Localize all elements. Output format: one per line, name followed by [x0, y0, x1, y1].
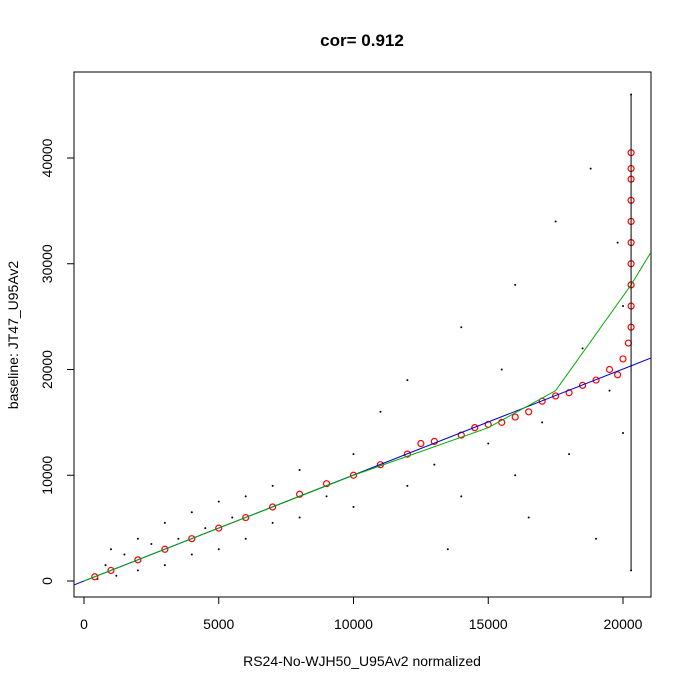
point — [578, 381, 587, 389]
point — [433, 463, 436, 466]
point — [188, 535, 196, 543]
point — [242, 513, 250, 522]
point — [190, 511, 193, 514]
point — [271, 484, 274, 487]
point — [134, 556, 142, 564]
point — [150, 542, 153, 545]
point — [269, 503, 277, 511]
point — [417, 439, 425, 448]
point — [217, 500, 220, 503]
point — [177, 537, 180, 540]
point — [352, 505, 355, 508]
point — [352, 453, 355, 456]
point — [217, 548, 220, 551]
point — [581, 347, 584, 350]
point — [541, 421, 544, 424]
point — [457, 431, 465, 439]
point — [471, 424, 479, 432]
point — [446, 548, 449, 551]
point — [500, 368, 503, 371]
y-tick-label: 0 — [39, 577, 55, 585]
point — [430, 437, 438, 446]
point — [163, 521, 166, 524]
point — [298, 516, 301, 519]
chart-title: cor= 0.912 — [320, 31, 404, 50]
y-tick-label: 40000 — [39, 138, 55, 177]
point — [215, 524, 223, 532]
point — [104, 564, 107, 567]
point — [614, 371, 622, 379]
x-axis-label: RS24-No-WJH50_U95Av2 normalized — [243, 653, 481, 669]
plot-area — [74, 93, 651, 586]
point — [552, 392, 560, 400]
point — [624, 339, 632, 347]
point — [616, 241, 619, 244]
point — [244, 537, 247, 540]
plot-frame — [73, 71, 652, 598]
point — [460, 495, 463, 498]
point — [527, 516, 530, 519]
point — [115, 574, 118, 577]
point — [406, 379, 409, 382]
point — [107, 566, 115, 575]
y-tick-label: 30000 — [39, 244, 55, 283]
point — [619, 355, 627, 363]
point — [123, 553, 126, 556]
x-tick-label: 15000 — [469, 616, 508, 632]
point — [514, 474, 517, 477]
point — [379, 410, 382, 413]
point — [325, 495, 328, 498]
y-axis-label: baseline: JT47_U95Av2 — [5, 261, 21, 410]
x-tick-label: 10000 — [334, 616, 373, 632]
point — [403, 450, 411, 458]
point — [514, 283, 517, 286]
point — [589, 167, 592, 170]
point — [322, 480, 331, 488]
point — [161, 545, 169, 553]
point — [608, 389, 611, 392]
point — [595, 537, 598, 540]
point — [592, 376, 600, 384]
point — [621, 305, 624, 308]
point — [136, 569, 139, 572]
point — [163, 564, 166, 567]
point — [406, 484, 409, 487]
point — [190, 553, 193, 556]
point — [91, 573, 99, 581]
x-tick-label: 20000 — [604, 616, 643, 632]
point — [136, 537, 139, 540]
point — [298, 468, 301, 471]
point — [204, 527, 207, 530]
point — [244, 495, 247, 498]
y-tick-label: 10000 — [39, 456, 55, 495]
point — [511, 413, 519, 421]
point — [231, 516, 234, 519]
point — [460, 326, 463, 329]
point — [487, 442, 490, 445]
fit-line — [83, 251, 651, 582]
x-tick-label: 0 — [80, 616, 88, 632]
x-tick-label: 5000 — [203, 616, 234, 632]
point — [621, 431, 624, 434]
point — [605, 365, 614, 374]
point — [568, 453, 571, 456]
point — [349, 471, 358, 479]
point — [271, 521, 274, 524]
y-tick-label: 20000 — [39, 350, 55, 389]
point — [109, 548, 112, 551]
point — [525, 408, 533, 416]
point — [554, 220, 557, 223]
point — [295, 490, 304, 498]
